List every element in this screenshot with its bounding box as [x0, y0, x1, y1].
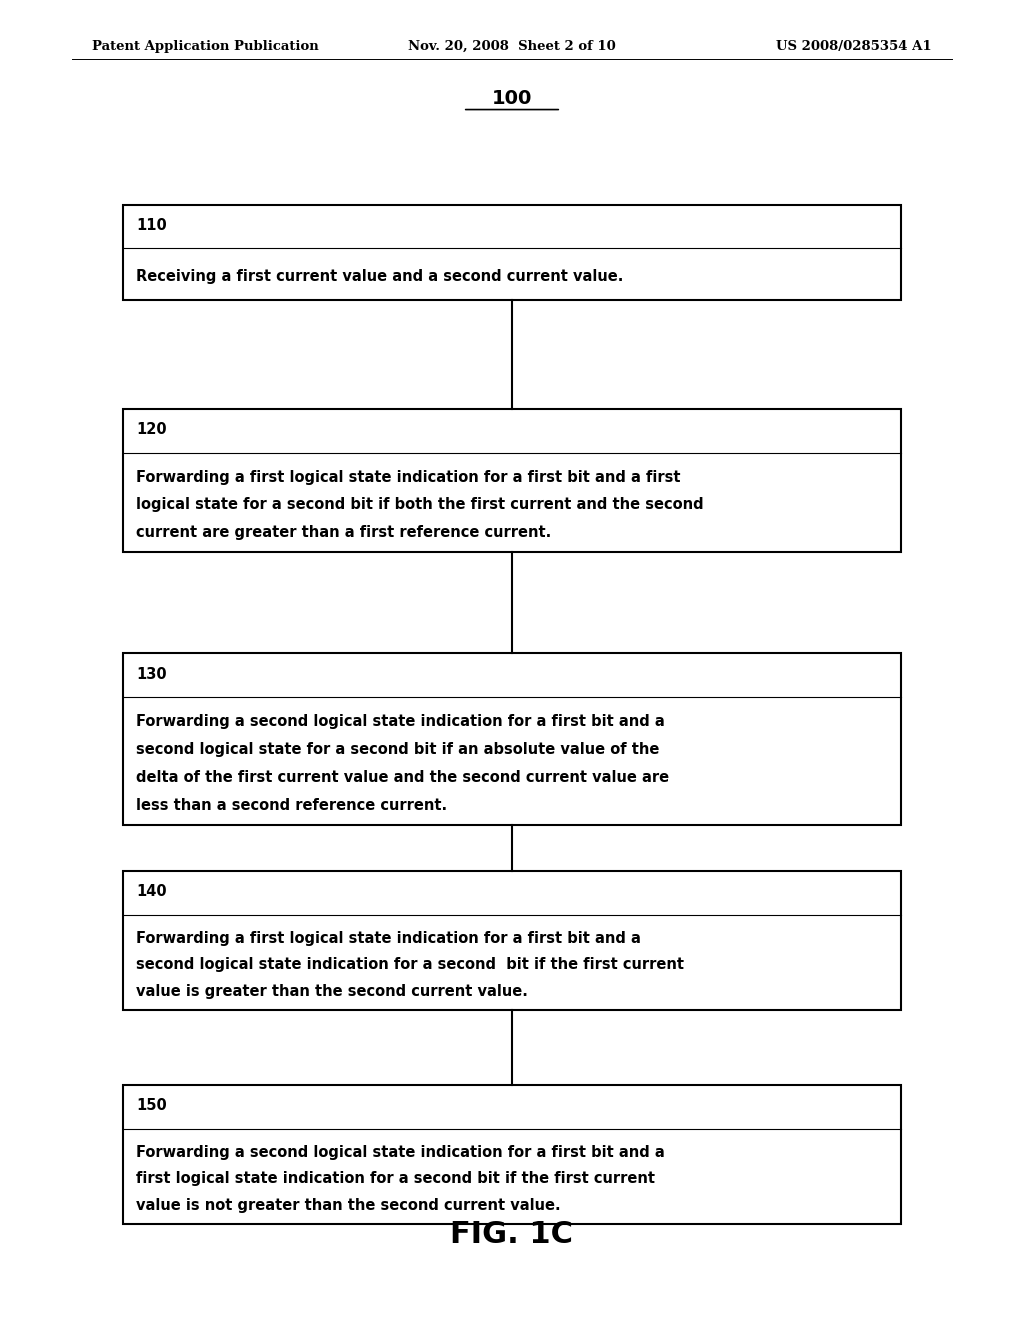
Text: first logical state indication for a second bit if the first current: first logical state indication for a sec…	[136, 1171, 655, 1187]
Text: value is not greater than the second current value.: value is not greater than the second cur…	[136, 1197, 561, 1213]
Text: second logical state for a second bit if an absolute value of the: second logical state for a second bit if…	[136, 742, 659, 758]
Text: Forwarding a first logical state indication for a first bit and a: Forwarding a first logical state indicat…	[136, 931, 641, 946]
Text: Patent Application Publication: Patent Application Publication	[92, 40, 318, 53]
Text: Nov. 20, 2008  Sheet 2 of 10: Nov. 20, 2008 Sheet 2 of 10	[409, 40, 615, 53]
Bar	[123, 871, 901, 1010]
Text: less than a second reference current.: less than a second reference current.	[136, 799, 447, 813]
Bar	[123, 653, 901, 825]
Text: 140: 140	[136, 884, 167, 899]
Bar	[123, 205, 901, 300]
Text: value is greater than the second current value.: value is greater than the second current…	[136, 983, 528, 999]
Text: Receiving a first current value and a second current value.: Receiving a first current value and a se…	[136, 269, 624, 284]
Text: 150: 150	[136, 1098, 167, 1113]
Text: logical state for a second bit if both the first current and the second: logical state for a second bit if both t…	[136, 498, 703, 512]
Bar	[123, 1085, 901, 1224]
Text: Forwarding a second logical state indication for a first bit and a: Forwarding a second logical state indica…	[136, 1144, 665, 1160]
Text: second logical state indication for a second  bit if the first current: second logical state indication for a se…	[136, 957, 684, 973]
Text: 110: 110	[136, 218, 167, 232]
Text: FIG. 1C: FIG. 1C	[451, 1220, 573, 1249]
Text: Forwarding a first logical state indication for a first bit and a first: Forwarding a first logical state indicat…	[136, 470, 681, 484]
Text: Forwarding a second logical state indication for a first bit and a: Forwarding a second logical state indica…	[136, 714, 665, 729]
Text: 120: 120	[136, 422, 167, 437]
Text: US 2008/0285354 A1: US 2008/0285354 A1	[776, 40, 932, 53]
Text: 100: 100	[492, 90, 532, 108]
Text: current are greater than a first reference current.: current are greater than a first referen…	[136, 525, 552, 540]
Text: delta of the first current value and the second current value are: delta of the first current value and the…	[136, 770, 670, 785]
Text: 130: 130	[136, 667, 167, 681]
Bar	[123, 409, 901, 552]
